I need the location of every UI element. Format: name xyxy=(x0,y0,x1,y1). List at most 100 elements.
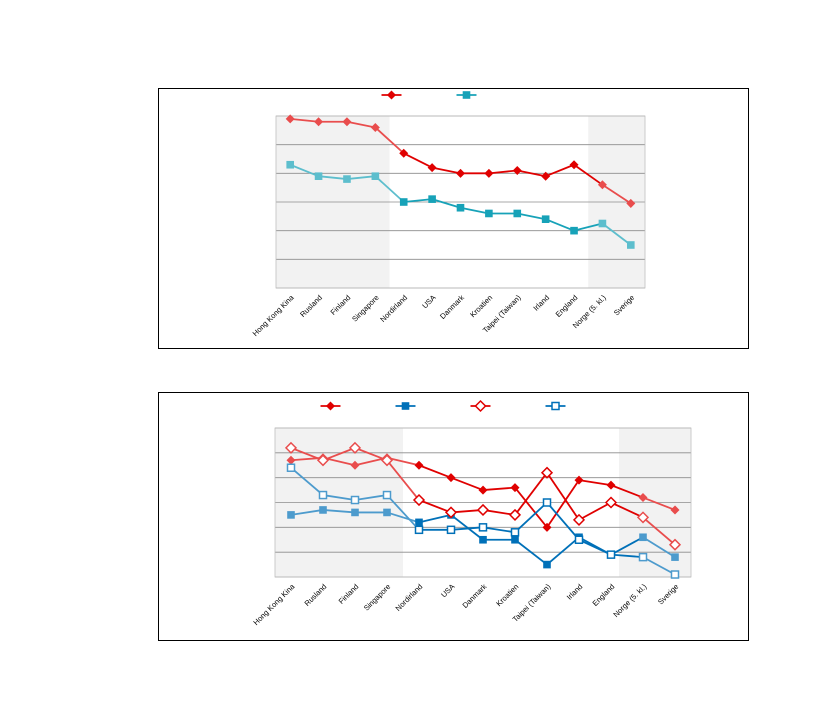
series-1-point xyxy=(287,511,295,519)
series-2-segment xyxy=(418,499,452,514)
series-0-segment xyxy=(403,152,433,169)
x-tick-label: Sverige xyxy=(656,582,680,606)
legend-swatch-marker xyxy=(462,91,471,99)
series-0-point xyxy=(574,475,584,485)
series-2-segment xyxy=(514,472,548,516)
legend-swatch-marker xyxy=(474,399,487,413)
series-0-segment xyxy=(290,117,319,123)
series-1-point xyxy=(314,172,323,181)
x-tick-label: Singapore xyxy=(350,293,381,324)
series-1-point xyxy=(570,226,578,235)
series-0-point xyxy=(455,168,466,178)
chart-1-frame: Hong Kong Kina Rusland Finland Singapore Nor… xyxy=(158,88,749,349)
x-tick-label: Danmark xyxy=(438,293,466,321)
series-0-point xyxy=(370,122,380,132)
series-1-segment xyxy=(514,539,548,566)
series-1-segment xyxy=(289,163,319,178)
series-2-segment xyxy=(322,447,356,462)
series-0-point xyxy=(484,168,494,178)
x-tick-label: Norge (5. kl.) xyxy=(611,582,648,619)
series-0-point xyxy=(638,493,648,503)
series-0-segment xyxy=(418,464,452,479)
series-3-segment xyxy=(642,556,676,576)
series-1-segment xyxy=(450,514,484,541)
series-1-segment xyxy=(322,509,356,514)
x-tick-label: Nordirland xyxy=(394,582,425,613)
series-1-segment xyxy=(610,536,644,556)
x-tick-label: Hong Kong Kina xyxy=(251,292,297,338)
series-0-point xyxy=(478,485,488,495)
x-tick-label: Finland xyxy=(337,582,361,606)
x-tick-label: England xyxy=(554,293,580,319)
series-0-segment xyxy=(642,496,676,511)
series-3-point xyxy=(414,525,424,535)
series-3-point xyxy=(542,498,552,507)
series-1-point xyxy=(511,535,519,544)
x-tick-label: Rusland xyxy=(298,293,324,319)
x-tick-label: USA xyxy=(420,293,437,310)
legend-swatch-marker xyxy=(325,401,336,411)
series-1-segment xyxy=(318,175,348,180)
series-0-point xyxy=(569,160,579,170)
series-3-segment xyxy=(322,494,356,501)
series-1-point xyxy=(479,535,487,544)
series-1-segment xyxy=(573,222,603,232)
series-3-point xyxy=(318,490,328,500)
series-0-point xyxy=(427,163,437,173)
x-tick-label: Irland xyxy=(531,293,551,313)
series-0-point xyxy=(542,522,552,532)
series-2-segment xyxy=(642,516,676,546)
x-tick-label: Singapore xyxy=(362,582,393,613)
series-2-point xyxy=(284,441,298,454)
series-3-point xyxy=(606,550,616,559)
series-1-point xyxy=(399,198,408,206)
series-3-point xyxy=(478,523,488,532)
x-tick-label: Rusland xyxy=(303,582,329,608)
legend-swatch-marker xyxy=(551,401,560,411)
series-0-segment xyxy=(431,166,461,175)
series-1-segment xyxy=(403,198,433,203)
series-0-segment xyxy=(450,476,484,491)
series-2-segment xyxy=(354,447,388,462)
series-0-segment xyxy=(573,163,603,186)
series-0-segment xyxy=(610,484,644,499)
series-2-segment xyxy=(290,447,324,462)
series-3-point xyxy=(638,552,648,562)
series-2-segment xyxy=(546,472,580,521)
series-1-segment xyxy=(431,198,461,209)
series-3-segment xyxy=(546,501,580,541)
series-1-point xyxy=(639,533,647,542)
x-tick-label: Hong Kong Kina xyxy=(251,581,297,627)
series-2-point xyxy=(668,538,682,551)
chart-2: Hong Kong Kina Rusland Finland Singapore Nor… xyxy=(251,399,692,627)
series-1-point xyxy=(598,219,607,228)
series-1-point xyxy=(383,508,391,517)
series-3-point xyxy=(382,490,392,500)
plot-area-border xyxy=(275,115,646,289)
series-1-point xyxy=(541,215,550,224)
series-3-segment xyxy=(290,467,324,496)
series-1-segment xyxy=(460,206,490,215)
series-3-point xyxy=(670,570,680,579)
series-1-segment xyxy=(546,536,580,566)
legend-swatch-marker xyxy=(386,90,397,100)
series-2-point xyxy=(636,511,650,524)
series-0-point xyxy=(541,171,551,181)
series-2-point xyxy=(444,506,458,519)
x-tick-label: Kroatien xyxy=(494,582,520,608)
series-0-segment xyxy=(601,184,632,205)
series-0-point xyxy=(342,117,352,127)
series-1-point xyxy=(513,209,522,218)
series-0-point xyxy=(510,483,520,493)
series-2-point xyxy=(316,454,330,467)
series-3-segment xyxy=(578,538,612,556)
series-0-point xyxy=(314,117,324,127)
chart-1: Hong Kong Kina Rusland FinlandSingaporeNor… xyxy=(251,90,646,338)
series-1-segment xyxy=(545,218,575,232)
series-0-segment xyxy=(545,163,575,178)
series-3-point xyxy=(510,528,520,537)
series-0-segment xyxy=(374,126,405,154)
x-tick-label: USA xyxy=(439,582,456,599)
series-2-segment xyxy=(482,509,516,516)
x-tick-label: England xyxy=(591,582,617,608)
